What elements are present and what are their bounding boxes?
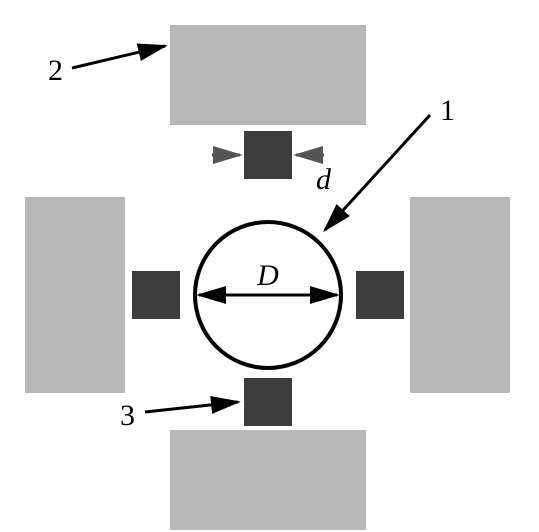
callout-one-label: 1 [440,94,455,127]
large-block-bottom [170,430,366,530]
diagram-svg: Dd 1 2 3 [0,0,539,532]
dimension-d-label: d [316,163,332,196]
small-block-right [356,271,404,319]
small-block-top [244,131,292,179]
callout-three-label: 3 [120,399,135,432]
callout-three-arrow [145,402,238,412]
small-block-left [132,271,180,319]
large-block-right [410,197,510,393]
callout-two-arrow [72,46,165,68]
large-block-top [170,25,366,125]
callout-two-label: 2 [48,54,63,87]
diagram-root: Dd 1 2 3 [0,0,539,532]
dimension-D-label: D [256,259,279,292]
large-block-left [25,197,125,393]
small-block-bottom [244,378,292,426]
